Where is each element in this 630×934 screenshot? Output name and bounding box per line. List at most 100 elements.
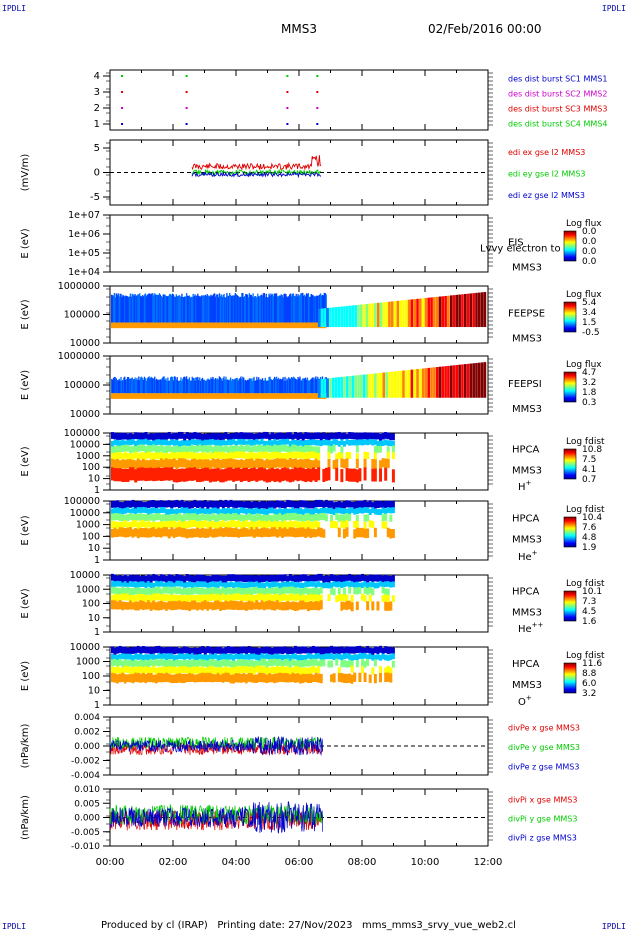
panel-hpca_o-cell bbox=[296, 660, 300, 668]
panel-hpca_h-cell bbox=[219, 459, 223, 469]
panel-hpca_o-cell bbox=[348, 646, 352, 654]
panel-feepse-cell bbox=[259, 296, 261, 323]
panel-hpca_h-cell bbox=[281, 468, 285, 482]
panel-hpca_o-cell bbox=[391, 653, 395, 660]
panel-feepsi-cell bbox=[214, 377, 217, 394]
panel-hpca_he-cell bbox=[257, 513, 261, 521]
panel-hpca_he-cell bbox=[226, 527, 230, 537]
panel-hpca_o-cell bbox=[136, 645, 140, 653]
panel-feepsi-cell bbox=[164, 379, 166, 394]
panel-hpca_h-cell bbox=[317, 453, 321, 460]
panel-hpca_hepp-cell bbox=[188, 594, 192, 602]
panel-hpca_o-cell bbox=[226, 672, 230, 682]
panel-hpca_o-cell bbox=[136, 660, 140, 668]
panel-hpca_h-cell bbox=[293, 439, 297, 446]
panel-hpca_hepp-cell bbox=[345, 594, 349, 602]
panel-feepse-cell bbox=[213, 293, 215, 323]
panel-hpca_o-cell bbox=[111, 646, 114, 654]
panel-hpca_he-cell bbox=[175, 499, 179, 507]
panel-hpca_h-cell bbox=[275, 468, 279, 482]
panel-hpca_h-cell bbox=[159, 467, 163, 482]
panel-feepse-cell bbox=[148, 293, 150, 323]
panel-burst-legend-item: des dist burst SC4 MMS4 bbox=[508, 120, 607, 129]
panel-hpca_hepp-cell bbox=[327, 575, 331, 583]
panel-hpca_he-ylabel: E (eV) bbox=[20, 515, 31, 545]
panel-feepsi-cell bbox=[117, 380, 119, 394]
panel-hpca_hepp-cell bbox=[224, 611, 228, 625]
panel-hpca_he-cell bbox=[154, 501, 158, 509]
panel-hpca_he-cell bbox=[121, 527, 125, 537]
panel-hpca_h-cell bbox=[265, 431, 269, 439]
panel-hpca_he-cell bbox=[363, 514, 367, 522]
panel-hpca_he-cell bbox=[286, 536, 290, 551]
panel-divpi-ytick-label: 0.010 bbox=[74, 785, 100, 795]
panel-hpca_hepp-cell bbox=[250, 595, 254, 602]
panel-hpca_o-cell bbox=[219, 667, 223, 675]
panel-hpca_he-spacecraft-label: MMS3 bbox=[512, 535, 542, 546]
panel-hpca_o-cell bbox=[309, 683, 313, 697]
panel-hpca_o-cell bbox=[111, 666, 114, 674]
panel-hpca_he-cell bbox=[299, 537, 303, 552]
panel-hpca_he-cell bbox=[193, 507, 197, 514]
panel-feepse-cell bbox=[263, 292, 266, 323]
panel-hpca_o-cell bbox=[185, 659, 189, 667]
panel-hpca_he-cell bbox=[224, 537, 228, 551]
panel-hpca_h-cell bbox=[193, 431, 197, 439]
panel-hpca_hepp-cell bbox=[260, 609, 264, 624]
panel-hpca_h-cell bbox=[113, 452, 117, 460]
panel-hpca_he-cell bbox=[193, 537, 197, 551]
panel-feepse-cell bbox=[325, 294, 327, 323]
panel-hpca_he-cell bbox=[123, 507, 127, 514]
panel-hpca_o-cell bbox=[167, 659, 171, 667]
panel-hpca_h-cell bbox=[312, 467, 316, 481]
panel-hpca_o-cell bbox=[265, 674, 269, 684]
panel-hpca_hepp-cell bbox=[257, 602, 261, 612]
panel-hpca_he-cell bbox=[185, 500, 189, 508]
panel-feepsi-cell bbox=[267, 380, 269, 394]
panel-hpca_h-cell bbox=[141, 444, 145, 452]
panel-hpca_hepp-cell bbox=[116, 587, 120, 595]
panel-feepse-cell bbox=[247, 297, 250, 323]
panel-feepsi-cell bbox=[329, 378, 332, 398]
panel-feepsi-cell bbox=[265, 380, 267, 394]
panel-hpca_hepp-cell bbox=[113, 600, 117, 610]
panel-hpca_he-cell bbox=[242, 521, 246, 529]
panel-hpca_he-cell bbox=[208, 538, 212, 553]
panel-eis-cbar-tick: 0.0 bbox=[582, 247, 597, 257]
panel-hpca_he-cell bbox=[188, 520, 192, 528]
panel-hpca_hepp-cell bbox=[247, 593, 251, 601]
panel-hpca_hepp-cell bbox=[296, 581, 300, 588]
panel-hpca_he-cell bbox=[224, 522, 228, 530]
panel-hpca_hepp-cell bbox=[129, 600, 133, 610]
panel-feepse-cell bbox=[169, 293, 171, 323]
panel-feepse-cell bbox=[472, 293, 475, 328]
panel-hpca_o-cell bbox=[257, 682, 261, 696]
panel-feepsi-cell bbox=[129, 378, 132, 394]
panel-hpca_o-cell bbox=[201, 646, 205, 653]
panel-hpca_hepp-cell bbox=[131, 588, 135, 595]
panel-hpca_h-cell bbox=[270, 440, 274, 447]
panel-feepsi-cell bbox=[416, 369, 419, 398]
panel-hpca_h-cell bbox=[229, 433, 233, 441]
panel-hpca_o-cell bbox=[167, 682, 171, 696]
panel-hpca_he-cell bbox=[170, 514, 174, 522]
panel-feepse-cell bbox=[282, 297, 284, 323]
panel-feepse-cell bbox=[121, 296, 123, 323]
panel-hpca_hepp-cell bbox=[384, 601, 388, 611]
panel-feepse-cell bbox=[111, 294, 113, 323]
panel-feepse-cell bbox=[231, 295, 234, 323]
panel-feepse-cell bbox=[216, 294, 219, 323]
panel-hpca_hepp-cell bbox=[319, 582, 323, 589]
panel-hpca_hepp-cell bbox=[175, 580, 179, 587]
panel-hpca_hepp-cell bbox=[226, 594, 230, 602]
panel-hpca_hepp-cell bbox=[111, 581, 114, 587]
panel-hpca_he-cell bbox=[281, 509, 285, 515]
panel-hpca_he-cell bbox=[283, 513, 287, 521]
panel-hpca_o-cell bbox=[245, 647, 248, 655]
panel-hpca_hepp-cell bbox=[314, 574, 318, 582]
panel-hpca_he-cbar-tick: 4.8 bbox=[582, 533, 597, 543]
panel-eis-ytick-label: 1e+07 bbox=[68, 210, 100, 221]
panel-hpca_he-cell bbox=[111, 537, 114, 552]
panel-hpca_he-cell bbox=[165, 514, 169, 522]
panel-feepse-cell bbox=[155, 294, 158, 323]
